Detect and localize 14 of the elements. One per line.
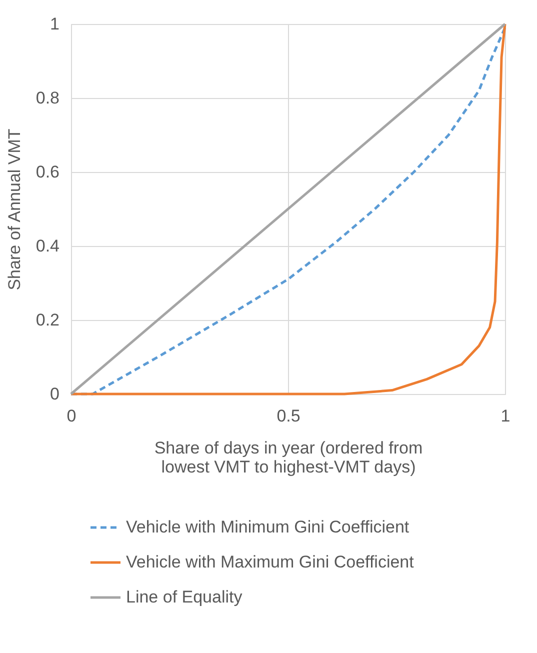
y-tick-label: 1 bbox=[50, 14, 60, 34]
legend-label: Vehicle with Maximum Gini Coefficient bbox=[126, 552, 414, 572]
y-tick-label: 0.4 bbox=[36, 236, 60, 256]
x-axis-title: Share of days in year (ordered from lowest VMT to highest-VMT days) bbox=[154, 438, 423, 476]
x-tick-label: 0.5 bbox=[276, 406, 300, 426]
y-tick-label: 0.2 bbox=[36, 310, 60, 330]
x-tick-label: 1 bbox=[500, 406, 510, 426]
legend-label: Line of Equality bbox=[126, 588, 243, 606]
y-tick-label: 0.6 bbox=[36, 162, 60, 182]
legend-label: Vehicle with Minimum Gini Coefficient bbox=[126, 518, 410, 536]
y-axis-title: Share of Annual VMT bbox=[4, 128, 24, 290]
y-tick-label: 0 bbox=[50, 384, 60, 404]
y-tick-label: 0.8 bbox=[36, 88, 60, 108]
x-tick-label: 0 bbox=[66, 406, 76, 426]
